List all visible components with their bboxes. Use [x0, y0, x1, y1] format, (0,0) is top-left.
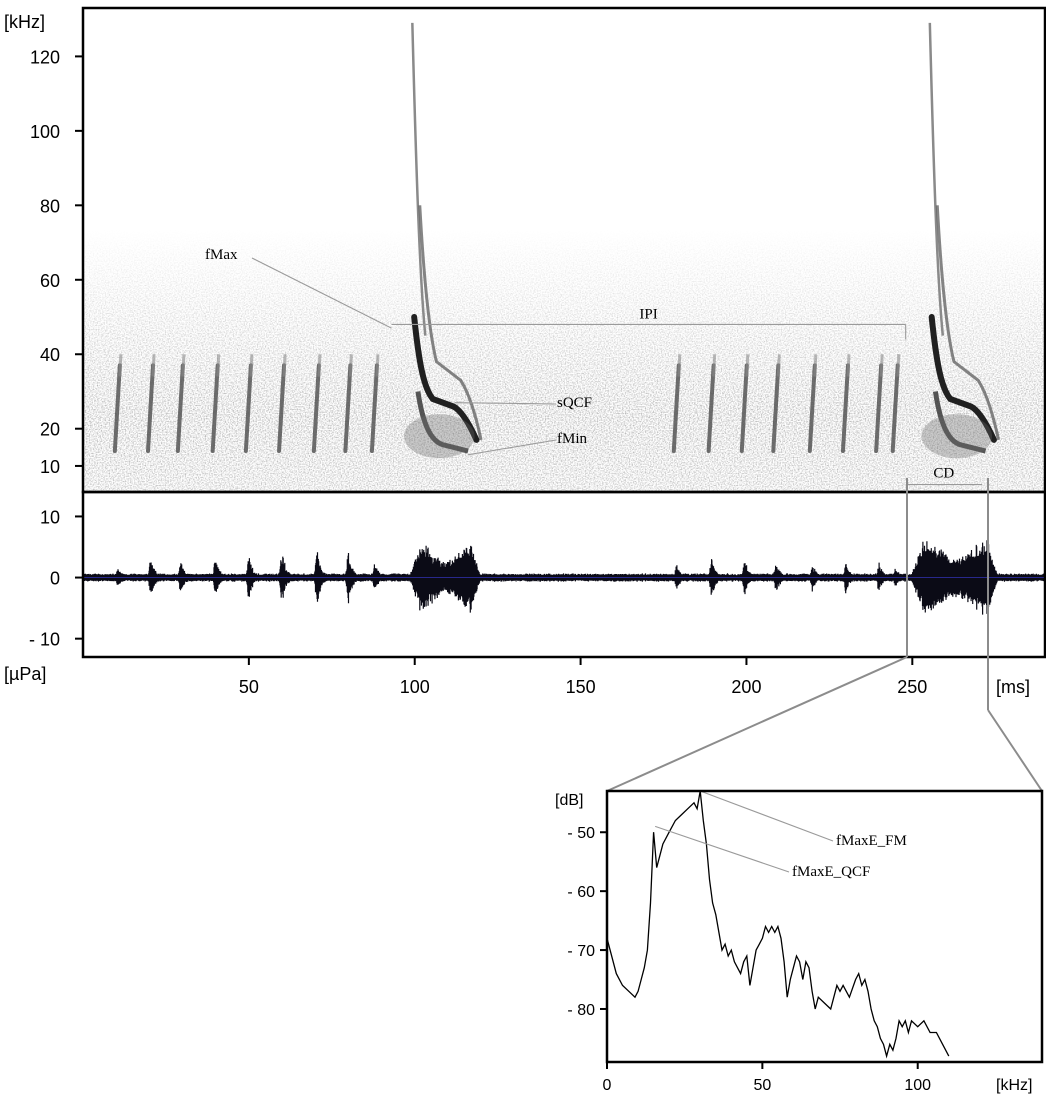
fm-harmonic-mark — [935, 205, 1001, 441]
sqcf-leader — [454, 402, 557, 405]
annotation-label: sQCF — [557, 395, 592, 411]
zoom-connectors — [606, 478, 1043, 792]
spectrogram-calls — [112, 22, 1001, 459]
qcf-call-mark — [249, 354, 254, 377]
qcf-call-mark — [813, 354, 818, 377]
power-spectrum-y-tick-label: - 70 — [567, 943, 595, 960]
spectrogram-y-tick-label: 10 — [40, 457, 60, 477]
power-spectrum-frame — [605, 789, 1044, 1064]
power-spectrum-y-unit: [dB] — [555, 792, 583, 809]
time-x-tick-label: 50 — [239, 677, 259, 697]
fm-lower-band-mark — [932, 391, 987, 454]
time-x-tick-label: 150 — [566, 677, 596, 697]
time-x-ticks: 50 100 150 200 250 — [239, 657, 927, 697]
power-spectrum-y-tick-label: - 50 — [567, 825, 595, 842]
time-x-tick-label: 100 — [400, 677, 430, 697]
annotation-label: fMin — [557, 431, 588, 447]
oscillogram-frame — [81, 490, 1046, 659]
zoom-right-diagonal — [987, 709, 1043, 792]
oscillogram-y-unit: [µPa] — [4, 664, 46, 684]
fm-sweep-mark — [411, 22, 427, 336]
qcf-call-mark — [317, 354, 322, 377]
qcf-call-mark — [282, 354, 287, 377]
spectrogram-noise — [83, 230, 1045, 492]
qcf-call-mark — [846, 354, 851, 377]
spectrogram-y-tick-label: 20 — [40, 420, 60, 440]
qcf-call-mark — [118, 354, 123, 377]
qcf-call-mark — [151, 354, 156, 377]
qcf-call-mark — [896, 354, 901, 377]
frequency-x-unit: [kHz] — [996, 1077, 1032, 1094]
annotation-label: CD — [933, 466, 954, 482]
frequency-x-tick-label: 0 — [603, 1077, 612, 1094]
power-spectrum-y-ticks: - 50 - 60 - 70 - 80 — [567, 825, 607, 1019]
fmaxe-fm-leader — [700, 790, 834, 842]
annotation-label: fMax — [205, 247, 238, 263]
fmaxe-qcf-leader — [654, 825, 790, 873]
qcf-call-mark — [375, 354, 380, 377]
spectrogram-y-tick-label: 120 — [30, 47, 60, 67]
zoom-left-diagonal — [606, 656, 908, 792]
spectrogram-annotations: fMax IPI sQCF fMin CD — [205, 247, 982, 486]
spectrogram-y-unit: [kHz] — [4, 12, 45, 32]
qcf-call-mark — [879, 354, 884, 377]
qcf-call-mark — [745, 354, 750, 377]
fm-fundamental-mark — [928, 314, 997, 443]
time-x-unit: [ms] — [996, 677, 1030, 697]
power-spectrum-panel: fMaxE_FM fMaxE_QCF - 50 - 60 - 70 - 80 0 50 10… — [555, 789, 1044, 1094]
time-x-tick-label: 200 — [731, 677, 761, 697]
frequency-x-ticks: 0 50 100 — [603, 1062, 931, 1094]
fmin-leader — [467, 439, 557, 456]
fm-sweep-mark — [928, 22, 945, 336]
qcf-call-mark — [216, 354, 221, 377]
spectrogram-y-ticks: 10 20 40 60 80 100 120 — [30, 47, 83, 477]
qcf-call-mark — [677, 354, 682, 377]
oscillogram-y-tick-label: 10 — [40, 507, 60, 527]
frequency-x-tick-label: 50 — [753, 1077, 771, 1094]
spectrogram-y-tick-label: 60 — [40, 271, 60, 291]
spectrogram-y-tick-label: 100 — [30, 122, 60, 142]
power-spectrum-annotations: fMaxE_FM fMaxE_QCF — [654, 790, 907, 880]
power-spectrum-y-tick-label: - 80 — [567, 1002, 595, 1019]
power-spectrum-y-tick-label: - 60 — [567, 884, 595, 901]
oscillogram-y-tick-label: 0 — [50, 569, 60, 589]
fm-energy-smear — [921, 414, 993, 459]
frequency-x-tick-label: 100 — [904, 1077, 931, 1094]
fm-energy-smear — [403, 414, 475, 459]
fm-lower-band-mark — [415, 391, 469, 454]
fm-harmonic-mark — [418, 205, 483, 441]
fm-fundamental-mark — [411, 314, 480, 443]
spectrogram-y-tick-label: 40 — [40, 345, 60, 365]
qcf-call-mark — [348, 354, 353, 377]
time-x-tick-label: 250 — [897, 677, 927, 697]
qcf-call-mark — [776, 354, 781, 377]
qcf-call-mark — [181, 354, 186, 377]
oscillogram-y-ticks: 10 0 - 10 — [29, 507, 83, 650]
oscillogram-trace — [83, 540, 1045, 615]
power-spectrum-line — [607, 791, 950, 1059]
annotation-label: IPI — [639, 306, 657, 322]
oscillogram-y-tick-label: - 10 — [29, 630, 60, 650]
spectrogram-y-tick-label: 80 — [40, 196, 60, 216]
oscillogram-panel: 100- 10 50 100 150 200 250 [µPa] [ms] — [4, 490, 1046, 697]
annotation-label: fMaxE_FM — [836, 833, 907, 849]
spectrogram-panel: fMax IPI sQCF fMin CD 10 20 40 60 80 100 120 [kHz] — [4, 6, 1046, 494]
fmax-leader — [251, 257, 392, 329]
annotation-label: fMaxE_QCF — [792, 864, 870, 880]
qcf-call-mark — [712, 354, 717, 377]
